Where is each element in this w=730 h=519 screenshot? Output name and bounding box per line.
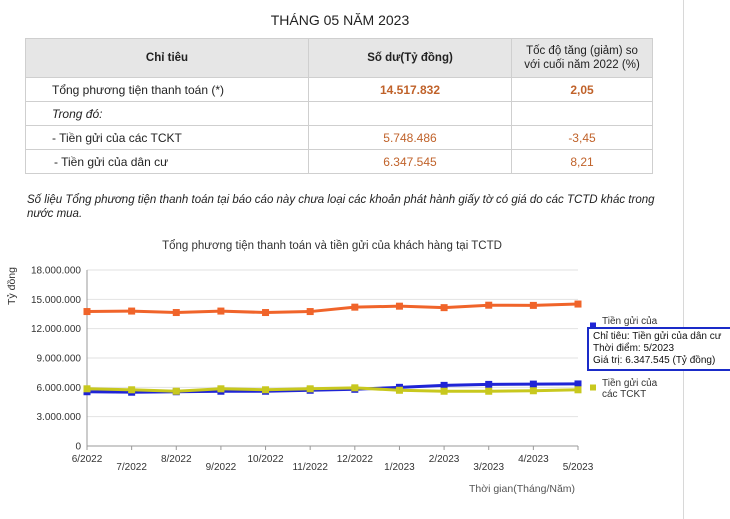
x-tick-label: 11/2022 (292, 462, 328, 473)
data-point (128, 307, 136, 315)
data-point (217, 385, 225, 393)
chart-tooltip: Chỉ tiêu: Tiền gửi của dân cư Thời điểm:… (587, 327, 730, 371)
data-point (529, 301, 537, 309)
data-point (440, 387, 448, 395)
data-point (351, 384, 359, 392)
data-point (83, 385, 91, 393)
x-tick-label: 10/2022 (247, 454, 284, 465)
data-point (485, 301, 493, 309)
table-row: - Tiền gửi của dân cư 6.347.545 8,21 (25, 149, 653, 174)
row-growth: -3,45 (511, 125, 653, 150)
legend-label: Tiền gửi của (602, 377, 658, 389)
data-point (128, 386, 136, 394)
row-growth: 8,21 (511, 149, 653, 174)
x-tick-label: 1/2023 (384, 462, 415, 473)
data-point (529, 380, 537, 388)
y-tick-label: 0 (75, 442, 81, 453)
row-balance: 14.517.832 (308, 77, 512, 102)
tooltip-indicator: Chỉ tiêu: Tiền gửi của dân cư (593, 331, 722, 342)
x-tick-label: 12/2022 (337, 454, 374, 465)
y-tick-label: 12.000.000 (31, 324, 81, 335)
data-point (395, 386, 403, 394)
series-line (86, 302, 579, 315)
data-point (574, 380, 582, 388)
page-title: THÁNG 05 NĂM 2023 (270, 12, 410, 28)
legend-swatch (590, 322, 596, 329)
data-point (172, 309, 180, 317)
data-point (306, 308, 314, 316)
stats-table: Chỉ tiêu Số dư(Tỷ đồng) Tốc độ tăng (giả… (25, 38, 653, 174)
x-tick-label: 6/2022 (72, 454, 103, 465)
data-point (395, 302, 403, 310)
y-axis-title: Tỷ đồng (6, 267, 18, 305)
data-point (351, 303, 359, 311)
y-tick-label: 6.000.000 (37, 383, 82, 394)
panel-divider (683, 0, 684, 519)
chart-title: Tổng phương tiện thanh toán và tiền gửi … (162, 240, 502, 252)
x-tick-label: 5/2023 (563, 462, 594, 473)
tooltip-time: Thời điểm: 5/2023 (593, 343, 675, 354)
legend-label: các TCKT (602, 389, 646, 400)
data-point (440, 381, 448, 389)
y-tick-label: 18.000.000 (31, 266, 81, 277)
y-tick-label: 3.000.000 (37, 412, 82, 423)
data-point (262, 386, 270, 394)
data-point (485, 380, 493, 388)
data-point (217, 307, 225, 315)
x-tick-label: 8/2022 (161, 454, 192, 465)
row-balance: 6.347.545 (308, 149, 512, 174)
data-point (306, 385, 314, 393)
data-point (440, 304, 448, 312)
data-point (574, 300, 582, 308)
data-point (574, 386, 582, 394)
data-point (529, 387, 537, 395)
row-label: Tổng phương tiện thanh toán (*) (25, 77, 309, 102)
x-axis-title: Thời gian(Tháng/Năm) (469, 483, 575, 495)
tooltip-value: Giá trị: 6.347.545 (Tỷ đồng) (593, 355, 716, 366)
x-tick-label: 2/2023 (429, 454, 460, 465)
y-tick-label: 15.000.000 (31, 295, 81, 306)
table-header-row: Chỉ tiêu Số dư(Tỷ đồng) Tốc độ tăng (giả… (25, 38, 653, 78)
x-tick-label: 7/2022 (116, 462, 147, 473)
footnote: Số liệu Tổng phương tiện thanh toán tại … (27, 194, 655, 220)
data-point (485, 387, 493, 395)
row-growth: 2,05 (511, 77, 653, 102)
x-tick-label: 3/2023 (473, 462, 504, 473)
data-point (83, 308, 91, 316)
legend-swatch (590, 384, 596, 391)
row-label: - Tiền gửi của dân cư (25, 149, 309, 174)
table-row: Tổng phương tiện thanh toán (*) 14.517.8… (25, 77, 653, 102)
x-tick-label: 9/2022 (206, 462, 237, 473)
series-line (86, 386, 579, 393)
header-balance: Số dư(Tỷ đồng) (308, 38, 512, 78)
header-growth: Tốc độ tăng (giảm) so với cuối năm 2022 … (511, 38, 653, 78)
header-indicator: Chỉ tiêu (25, 38, 309, 78)
data-point (262, 309, 270, 317)
x-tick-label: 4/2023 (518, 454, 549, 465)
data-point (172, 387, 180, 395)
y-tick-label: 9.000.000 (37, 354, 82, 365)
legend-label: Tiền gửi của (602, 315, 658, 327)
